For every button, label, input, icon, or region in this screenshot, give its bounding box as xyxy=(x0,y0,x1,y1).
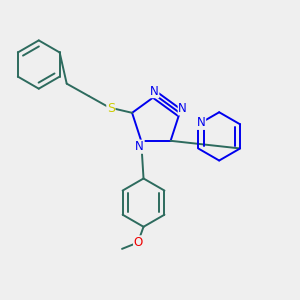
Text: S: S xyxy=(107,102,115,115)
Text: N: N xyxy=(150,85,159,98)
Text: N: N xyxy=(197,116,206,129)
Text: N: N xyxy=(178,102,187,115)
Text: N: N xyxy=(135,140,144,153)
Text: O: O xyxy=(134,236,143,249)
